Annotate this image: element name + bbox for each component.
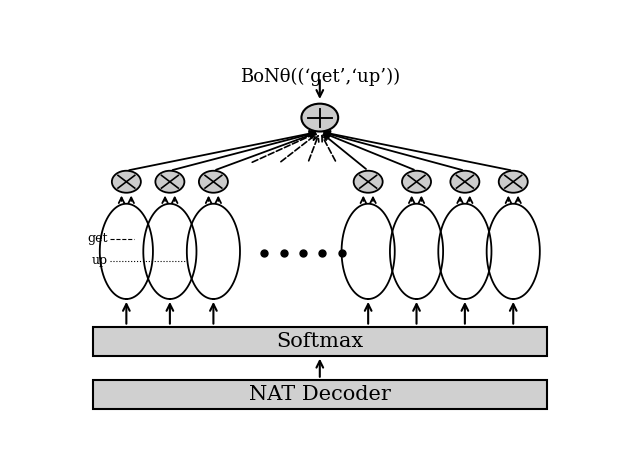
FancyBboxPatch shape — [92, 327, 547, 356]
Circle shape — [155, 171, 185, 193]
Polygon shape — [144, 204, 197, 299]
Polygon shape — [390, 204, 443, 299]
Polygon shape — [100, 204, 153, 299]
Text: get: get — [87, 232, 108, 245]
Polygon shape — [341, 204, 395, 299]
Text: Softmax: Softmax — [276, 332, 363, 351]
Circle shape — [199, 171, 228, 193]
Circle shape — [499, 171, 528, 193]
Text: BoNθ((‘get’,‘up’)): BoNθ((‘get’,‘up’)) — [240, 68, 400, 86]
Text: NAT Decoder: NAT Decoder — [249, 385, 391, 404]
Circle shape — [451, 171, 479, 193]
Polygon shape — [438, 204, 492, 299]
Circle shape — [301, 104, 338, 131]
FancyBboxPatch shape — [92, 380, 547, 409]
Polygon shape — [187, 204, 240, 299]
Text: up: up — [92, 254, 108, 267]
Circle shape — [402, 171, 431, 193]
Circle shape — [354, 171, 383, 193]
Polygon shape — [487, 204, 540, 299]
Circle shape — [112, 171, 141, 193]
